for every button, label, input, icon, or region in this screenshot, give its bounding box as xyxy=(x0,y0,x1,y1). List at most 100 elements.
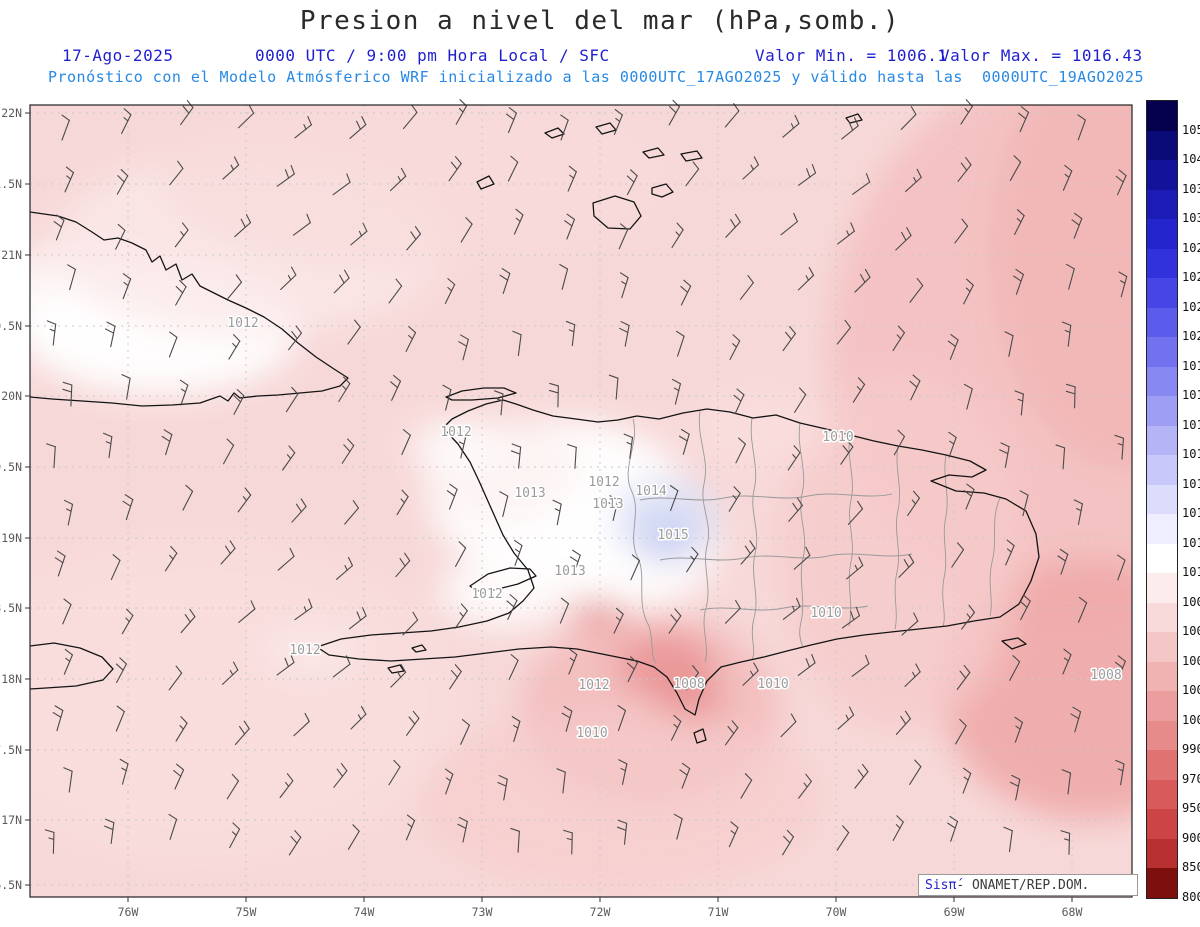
contour-label: 1013 xyxy=(592,497,623,512)
sispi-logo: Sisπ́ xyxy=(925,877,957,893)
colorbar-label: 1016 xyxy=(1182,447,1200,462)
lon-label: 76W xyxy=(118,905,139,919)
contour-label: 1013 xyxy=(514,486,545,501)
credit-text: - ONAMET/REP.DOM. xyxy=(956,877,1090,893)
colorbar-segment xyxy=(1147,278,1177,308)
colorbar-segment xyxy=(1147,632,1177,662)
lon-label: 69W xyxy=(944,905,965,919)
colorbar-segment xyxy=(1147,189,1177,220)
plot-border xyxy=(29,104,1133,898)
colorbar-label: 1010 xyxy=(1182,565,1200,580)
colorbar-label: 1038 xyxy=(1182,181,1200,196)
colorbar-label: 1000 xyxy=(1182,712,1200,727)
colorbar-label: 1012 xyxy=(1182,535,1200,550)
colorbar-labels: 1050 1040 1038 1030 1028 1025 1022 1020 1019 1018… xyxy=(1182,100,1200,904)
pressure-colorbar xyxy=(1146,100,1178,899)
colorbar-label: 1002 xyxy=(1182,683,1200,698)
colorbar-label: 1017 xyxy=(1182,417,1200,432)
lon-label: 73W xyxy=(472,905,493,919)
lat-label: 17N xyxy=(1,813,22,827)
colorbar-segment xyxy=(1147,720,1177,751)
contour-label: 1012 xyxy=(471,587,502,602)
colorbar-label: 990 xyxy=(1182,742,1200,757)
colorbar-label: 950 xyxy=(1182,801,1200,816)
colorbar-segment xyxy=(1147,425,1177,456)
colorbar-segment xyxy=(1147,307,1177,338)
colorbar-label: 1006 xyxy=(1182,624,1200,639)
colorbar-segment xyxy=(1147,248,1177,279)
colorbar-segment xyxy=(1147,160,1177,190)
lat-label: 9.5N xyxy=(0,460,22,474)
lat-label: 19N xyxy=(1,531,22,545)
map-title: Presion a nivel del mar (hPa,somb.) xyxy=(299,6,901,36)
contour-label: 1012 xyxy=(578,678,609,693)
lon-label: 72W xyxy=(590,905,611,919)
contour-label: 1013 xyxy=(554,564,585,579)
colorbar-label: 1028 xyxy=(1182,240,1200,255)
contour-label: 1012 xyxy=(588,475,619,490)
contour-label: 1008 xyxy=(1090,668,1121,683)
lat-label: 8.5N xyxy=(0,601,22,615)
colorbar-segment xyxy=(1147,868,1177,898)
contour-label: 1015 xyxy=(657,528,688,543)
lon-label: 68W xyxy=(1062,905,1083,919)
contour-label: 1010 xyxy=(810,606,841,621)
lat-label: 7.5N xyxy=(0,743,22,757)
colorbar-label: 1015 xyxy=(1182,476,1200,491)
lat-label: 21N xyxy=(1,248,22,262)
valor-max: Valor Max. = 1016.43 xyxy=(940,46,1143,65)
coastlines xyxy=(30,113,1040,744)
colorbar-label: 1018 xyxy=(1182,388,1200,403)
colorbar-segment xyxy=(1147,396,1177,426)
colorbar-label: 900 xyxy=(1182,830,1200,845)
colorbar-label: 1040 xyxy=(1182,152,1200,167)
colorbar-segment xyxy=(1147,543,1177,574)
colorbar-label: 1020 xyxy=(1182,329,1200,344)
colorbar-segment xyxy=(1147,602,1177,633)
lat-label: 1.5N xyxy=(0,177,22,191)
colorbar-label: 1013 xyxy=(1182,506,1200,521)
colorbar-label: 1008 xyxy=(1182,594,1200,609)
lat-label: 0.5N xyxy=(0,319,22,333)
lon-label: 70W xyxy=(826,905,847,919)
lon-label: 75W xyxy=(236,905,257,919)
graticule xyxy=(30,105,1132,897)
colorbar-segment xyxy=(1147,779,1177,810)
colorbar-segment xyxy=(1147,691,1177,721)
colorbar-segment xyxy=(1147,750,1177,780)
contour-label: 1012 xyxy=(289,643,320,658)
colorbar-segment xyxy=(1147,366,1177,397)
wind-barbs xyxy=(44,99,1128,856)
colorbar-segment xyxy=(1147,337,1177,367)
colorbar-label: 850 xyxy=(1182,860,1200,875)
colorbar-segment xyxy=(1147,484,1177,515)
credit-box: Sisπ́ - ONAMET/REP.DOM. xyxy=(918,874,1138,896)
colorbar-label: 1030 xyxy=(1182,211,1200,226)
time-line: 0000 UTC / 9:00 pm Hora Local / SFC xyxy=(255,46,610,65)
colorbar-label: 1050 xyxy=(1182,122,1200,137)
lat-label: 20N xyxy=(1,389,22,403)
contour-labels: 1012 1012 1013 1012 1013 1014 1015 1013 1012 1012… xyxy=(226,315,1123,743)
valor-min: Valor Min. = 1006.1 xyxy=(755,46,948,65)
lat-label: 6.5N xyxy=(0,878,22,892)
lon-label: 74W xyxy=(354,905,375,919)
colorbar-segment xyxy=(1147,809,1177,839)
model-init-line: Pronóstico con el Modelo Atmósferico WRF… xyxy=(47,68,1145,86)
colorbar-label: 1004 xyxy=(1182,653,1200,668)
pressure-shading xyxy=(30,105,1132,897)
contour-label: 1010 xyxy=(757,677,788,692)
contour-label: 1008 xyxy=(673,677,704,692)
contour-label: 1010 xyxy=(822,430,853,445)
forecast-date: 17-Ago-2025 xyxy=(62,46,174,65)
colorbar-label: 800 xyxy=(1182,890,1200,904)
lat-label: 18N xyxy=(1,672,22,686)
lat-label: 22N xyxy=(1,106,22,120)
contour-label: 1012 xyxy=(440,425,471,440)
colorbar-segment xyxy=(1147,514,1177,544)
colorbar-label: 970 xyxy=(1182,771,1200,786)
contour-label: 1010 xyxy=(576,726,607,741)
axis-ticks xyxy=(25,112,1073,902)
colorbar-label: 1022 xyxy=(1182,299,1200,314)
colorbar-segment xyxy=(1147,130,1177,161)
